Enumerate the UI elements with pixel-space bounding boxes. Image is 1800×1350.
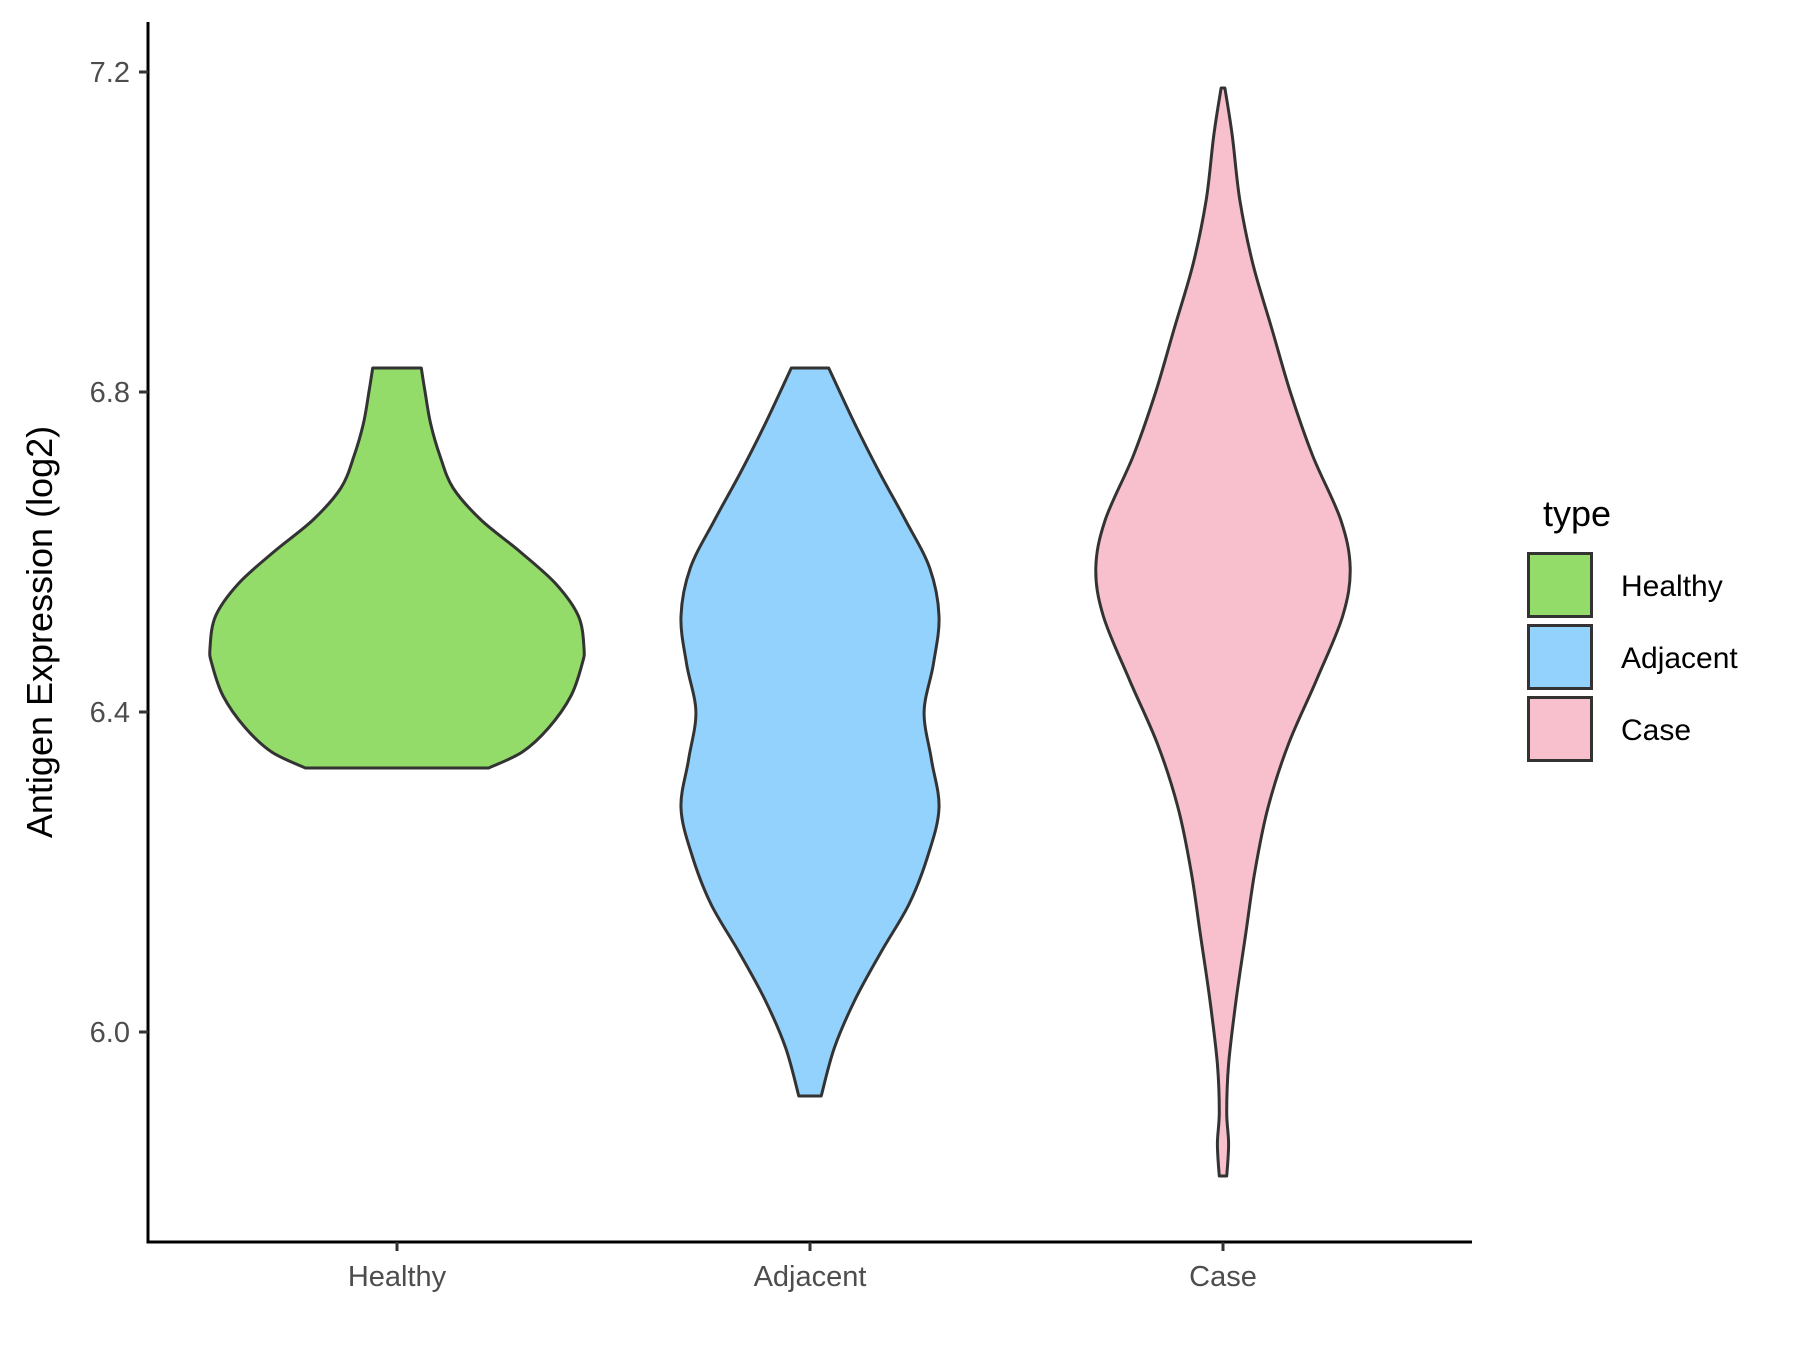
x-tick-label: Healthy <box>348 1261 447 1293</box>
y-tick-label: 7.2 <box>90 57 130 89</box>
violin-layer <box>208 86 1352 1178</box>
legend-label-case: Case <box>1621 714 1691 747</box>
legend-title: type <box>1543 493 1611 534</box>
legend-key-healthy <box>1527 552 1593 618</box>
y-axis-title: Antigen Expression (log2) <box>19 426 60 838</box>
y-tick-label: 6.0 <box>90 1017 130 1049</box>
legend-label-adjacent: Adjacent <box>1621 642 1738 675</box>
legend-key-case <box>1527 696 1593 762</box>
x-tick-label: Case <box>1189 1261 1257 1293</box>
y-tick-label: 6.4 <box>90 697 130 729</box>
y-axis-ticks: 6.0 6.4 6.8 7.2 <box>90 57 148 1049</box>
y-tick-label: 6.8 <box>90 377 130 409</box>
legend-key-adjacent <box>1527 624 1593 690</box>
legend: type Healthy Adjacent Case <box>1527 493 1738 762</box>
violin-healthy <box>208 366 586 770</box>
legend-label-healthy: Healthy <box>1621 570 1723 603</box>
violin-case <box>1094 86 1352 1178</box>
x-axis-ticks: Healthy Adjacent Case <box>348 1242 1257 1293</box>
violin-adjacent <box>679 366 941 1098</box>
x-tick-label: Adjacent <box>754 1261 867 1293</box>
